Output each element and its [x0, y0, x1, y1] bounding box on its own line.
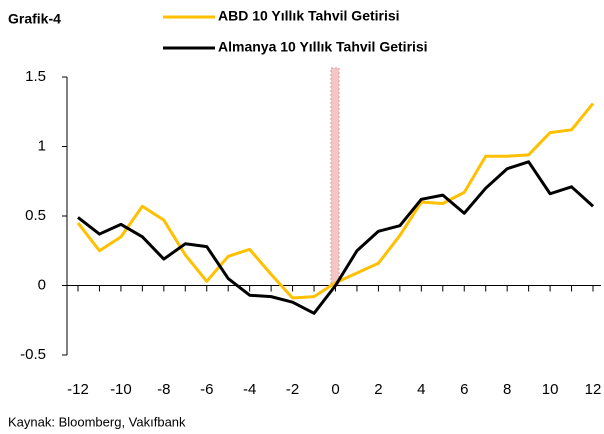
x-tick-label: 2	[374, 381, 382, 398]
x-tick-label: -10	[110, 381, 132, 398]
x-tick-label: -8	[157, 381, 170, 398]
x-tick-label: 6	[460, 381, 468, 398]
chart-title: Grafik-4	[8, 11, 61, 27]
x-tick-label: -12	[67, 381, 89, 398]
x-tick-label: 12	[585, 381, 602, 398]
y-tick-label: -0.5	[20, 346, 46, 363]
x-tick-label: 10	[542, 381, 559, 398]
series-line	[77, 160, 595, 315]
source: Kaynak: Bloomberg, Vakıfbank	[8, 414, 186, 429]
y-tick-label: 1.5	[25, 68, 46, 85]
x-tick-label: -2	[286, 381, 299, 398]
x-tick-label: -4	[243, 381, 256, 398]
y-tick-label: 0	[38, 276, 46, 293]
y-tick-label: 1	[38, 137, 46, 154]
legend-label: Almanya 10 Yıllık Tahvil Getirisi	[218, 39, 428, 55]
x-tick-label: 4	[417, 381, 425, 398]
x-tick-label: -6	[200, 381, 213, 398]
x-tick-label: 8	[503, 381, 511, 398]
legend-label: ABD 10 Yıllık Tahvil Getirisi	[218, 8, 400, 24]
x-tick-label: 0	[331, 381, 339, 398]
highlight-band	[330, 67, 340, 287]
y-tick-label: 0.5	[25, 207, 46, 224]
